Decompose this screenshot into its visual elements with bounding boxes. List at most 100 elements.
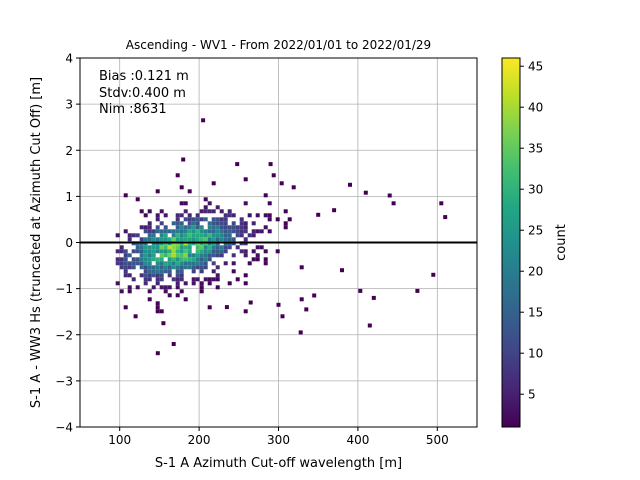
histogram-cell: [215, 253, 220, 258]
histogram-cell: [171, 229, 176, 234]
histogram-cell: [191, 217, 196, 222]
colorbar-tick-label: 45: [528, 60, 543, 74]
histogram-cell: [171, 253, 176, 258]
histogram-cell: [203, 229, 208, 234]
y-tick-label: −2: [55, 328, 73, 342]
histogram-cell: [191, 281, 196, 286]
histogram-cell: [127, 261, 132, 266]
histogram-cell: [215, 277, 220, 282]
histogram-cell: [263, 213, 268, 218]
stat-stdv: Stdv:0.400 m: [99, 86, 186, 101]
histogram-cell: [187, 213, 192, 218]
histogram-cell: [268, 162, 273, 167]
histogram-cell: [147, 277, 152, 282]
histogram-cell: [187, 233, 192, 238]
histogram-cell: [203, 253, 208, 258]
histogram-cell: [171, 245, 176, 250]
histogram-cell: [123, 261, 128, 266]
histogram-cell: [119, 265, 124, 270]
y-tick-label: 1: [65, 190, 73, 204]
x-tick-label: 300: [267, 433, 290, 447]
histogram-cell: [207, 229, 212, 234]
histogram-cell: [135, 261, 140, 266]
histogram-cell: [227, 233, 232, 238]
histogram-cell: [187, 257, 192, 262]
colorbar-tick-label: 10: [528, 347, 543, 361]
histogram-cell: [163, 269, 168, 274]
histogram-cell: [227, 209, 232, 214]
histogram-cell: [199, 281, 204, 286]
y-tick-label: 3: [65, 98, 73, 112]
histogram-cell: [215, 225, 220, 230]
histogram-cell: [147, 229, 152, 234]
histogram-cell: [231, 261, 236, 266]
histogram-cell: [187, 225, 192, 230]
histogram-cell: [251, 257, 256, 262]
histogram-cell: [239, 249, 244, 254]
histogram-cell: [163, 225, 168, 230]
histogram-cell: [167, 261, 172, 266]
histogram-cell: [183, 245, 188, 250]
histogram-cell: [179, 213, 184, 218]
histogram-cell: [155, 265, 160, 270]
histogram-cell: [175, 293, 180, 298]
histogram-cell: [183, 253, 188, 258]
histogram-cell: [167, 245, 172, 250]
histogram-cell: [243, 253, 248, 258]
histogram-cell: [143, 253, 148, 258]
histogram-cell: [175, 213, 180, 218]
histogram-cell: [231, 269, 236, 274]
histogram-cell: [227, 213, 232, 218]
histogram-cell: [163, 237, 168, 242]
histogram-cell: [203, 277, 208, 282]
histogram-cell: [139, 237, 144, 242]
histogram-cell: [215, 245, 220, 250]
histogram-cell: [195, 245, 200, 250]
histogram-cell: [263, 225, 268, 230]
histogram-cell: [151, 253, 156, 258]
histogram-cell: [203, 249, 208, 254]
histogram-cell: [161, 321, 166, 326]
histogram-cell: [207, 233, 212, 238]
histogram-cell: [259, 245, 264, 250]
histogram-cell: [155, 277, 160, 282]
histogram-cell: [219, 237, 224, 242]
histogram-cell: [183, 209, 188, 214]
histogram-cell: [371, 295, 376, 300]
histogram-cell: [175, 217, 180, 222]
chart-title: Ascending - WV1 - From 2022/01/01 to 202…: [126, 38, 431, 52]
x-tick-label: 100: [108, 433, 131, 447]
histogram-cell: [187, 221, 192, 226]
histogram-cell: [299, 265, 304, 270]
histogram-cell: [123, 249, 128, 254]
histogram-cell: [155, 305, 160, 310]
histogram-cell: [171, 221, 176, 226]
histogram-cell: [207, 281, 212, 286]
histogram-cell: [211, 209, 216, 214]
histogram-cell: [227, 229, 232, 234]
histogram-cell: [139, 273, 144, 278]
histogram-cell: [143, 277, 148, 282]
histogram-cell: [163, 253, 168, 258]
histogram-cell: [155, 229, 160, 234]
histogram-cell: [187, 253, 192, 258]
histogram-cell: [207, 253, 212, 258]
histogram-cell: [211, 181, 216, 186]
histogram-cell: [159, 257, 164, 262]
histogram-cell: [223, 249, 228, 254]
histogram-cell: [175, 245, 180, 250]
histogram-cell: [143, 257, 148, 262]
histogram-cell: [195, 213, 200, 218]
histogram-cell: [199, 285, 204, 290]
histogram-cell: [255, 229, 260, 234]
histogram-cell: [231, 229, 236, 234]
histogram-cell: [203, 233, 208, 238]
histogram-cell: [211, 253, 216, 258]
histogram-cell: [155, 249, 160, 254]
histogram-cell: [207, 225, 212, 230]
histogram-cell: [115, 249, 120, 254]
histogram-cell: [207, 201, 212, 206]
histogram-cell: [219, 229, 224, 234]
histogram-cell: [119, 245, 124, 250]
